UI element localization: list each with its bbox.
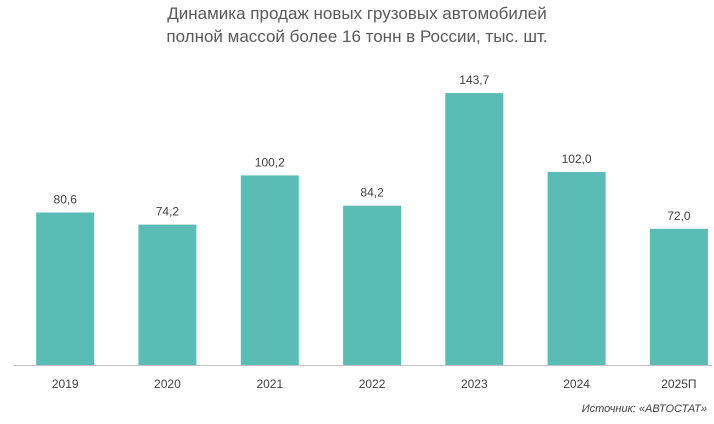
bar-2020 bbox=[138, 224, 197, 365]
value-label-2019: 80,6 bbox=[54, 193, 78, 207]
value-label-2021: 100,2 bbox=[255, 155, 285, 169]
category-labels-group: 2019 2020 2021 2022 2023 2024 2025П bbox=[52, 377, 697, 391]
chart-title-line-1: Динамика продаж новых грузовых автомобил… bbox=[167, 4, 546, 23]
source-note: Источник: «АВТОСТАТ» bbox=[582, 403, 707, 415]
category-label-2025П: 2025П bbox=[661, 377, 696, 391]
bars-group bbox=[36, 93, 708, 365]
bar-2022 bbox=[343, 205, 402, 365]
category-label-2019: 2019 bbox=[52, 377, 79, 391]
category-label-2020: 2020 bbox=[154, 377, 181, 391]
category-label-2024: 2024 bbox=[563, 377, 590, 391]
category-label-2022: 2022 bbox=[359, 377, 386, 391]
value-labels-group: 80,6 74,2 100,2 84,2 143,7 102,0 72,0 bbox=[54, 73, 691, 223]
chart-title-line-2: полной массой более 16 тонн в России, ты… bbox=[166, 27, 547, 46]
bar-2019 bbox=[36, 212, 95, 365]
bar-2024 bbox=[547, 172, 606, 365]
value-label-2025П: 72,0 bbox=[667, 209, 691, 223]
bar-2025П bbox=[649, 228, 708, 365]
bar-2021 bbox=[240, 175, 299, 365]
value-label-2022: 84,2 bbox=[360, 186, 384, 200]
value-label-2023: 143,7 bbox=[459, 73, 489, 87]
bar-2023 bbox=[445, 93, 504, 365]
value-label-2020: 74,2 bbox=[156, 205, 180, 219]
category-label-2023: 2023 bbox=[461, 377, 488, 391]
value-label-2024: 102,0 bbox=[562, 152, 592, 166]
category-label-2021: 2021 bbox=[256, 377, 283, 391]
